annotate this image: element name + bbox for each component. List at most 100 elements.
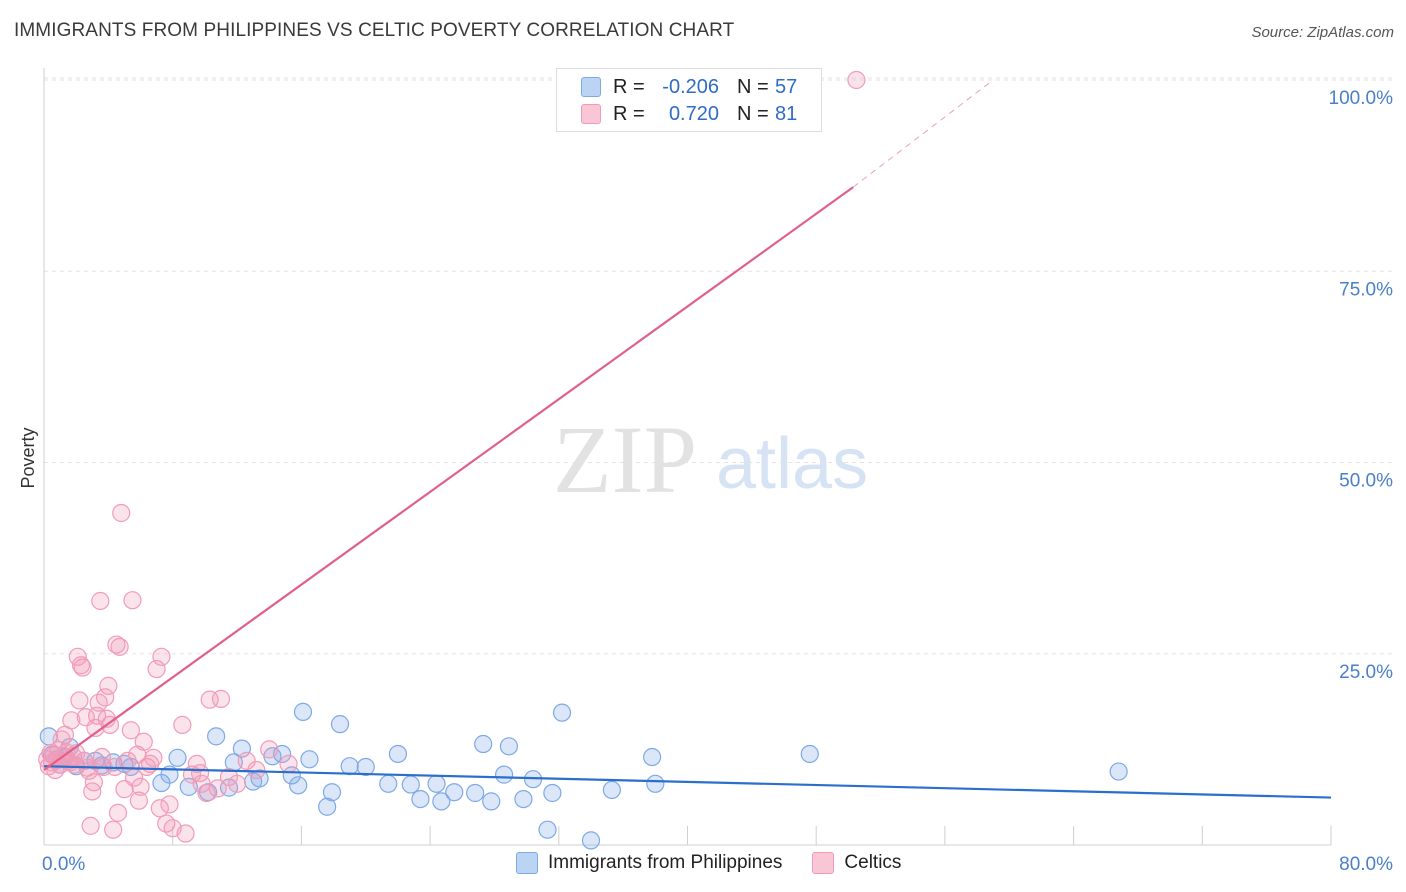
legend-swatch-celtics — [812, 852, 835, 874]
data-point — [150, 799, 169, 818]
data-point — [495, 765, 514, 784]
data-point — [160, 795, 179, 814]
data-point — [107, 635, 126, 654]
data-point — [474, 734, 493, 754]
data-point — [73, 658, 92, 677]
data-point — [646, 774, 665, 793]
data-point — [432, 792, 451, 811]
data-point — [110, 637, 129, 656]
legend-r-label: R = — [613, 75, 645, 98]
data-point — [104, 820, 123, 839]
data-point — [847, 70, 866, 90]
data-point — [643, 747, 662, 767]
watermark-atlas: atlas — [716, 424, 868, 504]
data-point — [330, 715, 350, 734]
data-point — [81, 816, 100, 835]
data-point — [293, 702, 313, 721]
data-point — [121, 721, 140, 740]
legend-r-value-celtics: 0.720 — [668, 102, 719, 125]
data-point — [427, 774, 446, 793]
data-point — [62, 711, 81, 730]
data-point — [112, 503, 131, 523]
data-point — [800, 744, 819, 764]
legend-n-label: N = — [737, 102, 769, 125]
data-point — [168, 748, 187, 767]
data-point — [197, 783, 216, 803]
legend-item-celtics: Celtics — [812, 852, 901, 874]
data-point — [388, 744, 408, 764]
data-point — [318, 797, 337, 816]
data-point — [602, 780, 621, 800]
axes — [43, 68, 1332, 846]
data-point — [514, 789, 533, 809]
x-tick-min: 0.0% — [42, 854, 85, 875]
data-point — [84, 773, 103, 792]
legend-r-label: R = — [613, 102, 645, 125]
data-point — [108, 803, 128, 822]
data-point — [129, 791, 149, 810]
data-point — [131, 777, 150, 796]
data-point — [445, 783, 464, 802]
data-point — [208, 779, 227, 798]
data-point — [260, 740, 279, 759]
legend-label-celtics: Celtics — [844, 852, 902, 873]
trend-line-celtics — [43, 186, 854, 771]
data-point — [134, 732, 153, 751]
gridlines — [44, 77, 1394, 655]
data-point — [322, 783, 342, 802]
y-tick-25: 25.0% — [1339, 662, 1393, 683]
data-point — [379, 774, 398, 793]
legend-r-value-philippines: -0.206 — [662, 75, 719, 98]
y-tick-100: 100.0% — [1329, 88, 1394, 109]
data-point — [70, 691, 89, 710]
y-tick-50: 50.0% — [1339, 471, 1393, 492]
data-point — [411, 789, 430, 809]
data-point — [581, 831, 601, 850]
legend-row-philippines: R = -0.206 N = 57 — [581, 75, 797, 99]
source-label: Source: ZipAtlas.com — [1251, 24, 1394, 41]
legend-swatch-philippines — [516, 852, 538, 874]
data-point — [552, 703, 572, 722]
correlation-legend: R = -0.206 N = 57 R = 0.720 N = 81 — [556, 68, 822, 132]
data-point — [279, 754, 298, 774]
data-point — [152, 647, 171, 666]
data-point — [207, 727, 226, 746]
legend-label-philippines: Immigrants from Philippines — [548, 852, 783, 873]
legend-n-label: N = — [737, 75, 769, 98]
chart-title: IMMIGRANTS FROM PHILIPPINES VS CELTIC PO… — [14, 20, 735, 41]
watermark-zip: ZIP — [553, 406, 697, 513]
data-point — [144, 748, 163, 767]
data-point — [137, 757, 157, 777]
data-point — [211, 689, 231, 708]
data-point — [96, 688, 115, 707]
legend-swatch-celtics — [581, 104, 601, 124]
data-point — [543, 783, 562, 803]
watermark: ZIP atlas — [553, 406, 868, 513]
data-point — [289, 776, 308, 795]
data-point — [83, 782, 102, 801]
data-point — [123, 591, 142, 610]
data-point — [482, 792, 501, 811]
legend-item-philippines: Immigrants from Philippines — [516, 852, 782, 874]
data-point — [300, 750, 319, 769]
data-point — [118, 751, 137, 770]
data-point — [237, 751, 256, 770]
data-point — [499, 737, 519, 756]
legend-n-value-philippines: 57 — [775, 75, 798, 98]
data-point — [247, 760, 266, 780]
data-point — [227, 774, 247, 793]
data-point — [91, 591, 110, 611]
data-point — [1109, 762, 1128, 781]
legend-row-celtics: R = 0.720 N = 81 — [581, 102, 797, 126]
legend-swatch-philippines — [581, 77, 601, 97]
series-legend: Immigrants from Philippines Celtics — [516, 852, 931, 874]
data-point — [157, 814, 176, 833]
trend-line-extension-celtics — [852, 79, 994, 188]
y-tick-75: 75.0% — [1339, 279, 1393, 300]
legend-n-value-celtics: 81 — [775, 102, 798, 125]
data-point — [173, 715, 192, 734]
data-point — [356, 757, 375, 777]
data-point — [340, 757, 359, 776]
data-point — [176, 824, 195, 843]
